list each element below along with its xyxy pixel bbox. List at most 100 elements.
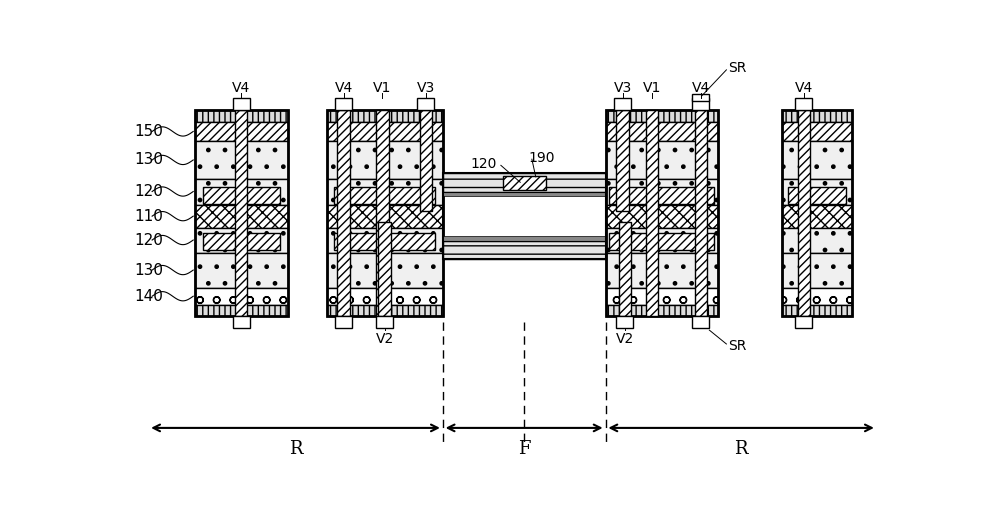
Bar: [326, 288, 443, 305]
Bar: [616, 110, 629, 211]
Bar: [420, 110, 432, 211]
Bar: [606, 288, 718, 305]
Text: 150: 150: [134, 124, 163, 139]
Bar: [337, 110, 350, 316]
Text: V3: V3: [417, 80, 435, 94]
Bar: [692, 316, 709, 328]
Text: V4: V4: [795, 80, 813, 94]
Bar: [326, 205, 443, 228]
Bar: [233, 316, 250, 328]
Bar: [788, 187, 846, 204]
Text: 120: 120: [134, 233, 163, 248]
Bar: [782, 205, 852, 228]
Bar: [195, 179, 288, 205]
Bar: [326, 122, 443, 141]
Bar: [334, 187, 435, 204]
Bar: [782, 288, 852, 305]
Text: 120: 120: [134, 184, 163, 199]
Bar: [606, 253, 718, 288]
Bar: [326, 110, 443, 316]
Bar: [616, 316, 633, 328]
Bar: [195, 305, 288, 316]
Bar: [334, 233, 435, 250]
Text: SR: SR: [728, 61, 746, 75]
Bar: [606, 122, 718, 141]
Bar: [202, 233, 280, 250]
Text: 120: 120: [471, 157, 497, 171]
Bar: [606, 110, 718, 122]
Bar: [692, 98, 709, 110]
Bar: [326, 141, 443, 179]
Bar: [417, 98, 434, 110]
Bar: [443, 236, 606, 241]
Text: 140: 140: [134, 289, 163, 304]
Bar: [614, 98, 631, 110]
Bar: [503, 176, 546, 190]
Text: 110: 110: [134, 209, 163, 224]
Text: 130: 130: [134, 263, 163, 278]
Bar: [695, 110, 707, 316]
Text: R: R: [734, 440, 748, 458]
Bar: [606, 179, 718, 205]
Bar: [795, 316, 812, 328]
Bar: [692, 94, 709, 100]
Bar: [195, 122, 288, 141]
Bar: [443, 241, 606, 260]
Bar: [195, 228, 288, 253]
Bar: [443, 192, 606, 196]
Bar: [606, 110, 718, 316]
Text: V2: V2: [376, 332, 394, 346]
Text: R: R: [289, 440, 302, 458]
Bar: [609, 233, 714, 250]
Text: V4: V4: [232, 80, 250, 94]
Bar: [195, 110, 288, 316]
Bar: [326, 253, 443, 288]
Bar: [782, 122, 852, 141]
Bar: [195, 110, 288, 122]
Bar: [195, 141, 288, 179]
Text: F: F: [518, 440, 530, 458]
Text: SR: SR: [728, 339, 746, 353]
Text: V1: V1: [643, 80, 661, 94]
Text: V4: V4: [334, 80, 353, 94]
Bar: [376, 316, 393, 328]
Bar: [378, 222, 391, 316]
Bar: [443, 173, 606, 192]
Bar: [326, 110, 443, 122]
Bar: [195, 205, 288, 228]
Text: 190: 190: [528, 151, 554, 165]
Bar: [606, 205, 718, 228]
Text: V4: V4: [692, 80, 710, 94]
Bar: [606, 305, 718, 316]
Bar: [609, 187, 714, 204]
Bar: [606, 141, 718, 179]
Bar: [606, 228, 718, 253]
Bar: [195, 253, 288, 288]
Bar: [795, 98, 812, 110]
Bar: [782, 141, 852, 179]
Bar: [376, 110, 388, 316]
Bar: [798, 110, 810, 316]
Bar: [235, 110, 247, 316]
Bar: [326, 305, 443, 316]
Text: V2: V2: [616, 332, 634, 346]
Bar: [782, 110, 852, 316]
Bar: [202, 187, 280, 204]
Bar: [782, 110, 852, 122]
Bar: [335, 316, 352, 328]
Bar: [335, 98, 352, 110]
Bar: [782, 179, 852, 205]
Text: V1: V1: [373, 80, 391, 94]
Bar: [619, 222, 631, 316]
Bar: [443, 173, 606, 260]
Bar: [782, 228, 852, 253]
Bar: [782, 305, 852, 316]
Text: V3: V3: [613, 80, 632, 94]
Bar: [782, 253, 852, 288]
Bar: [233, 98, 250, 110]
Text: 130: 130: [134, 152, 163, 167]
Bar: [326, 228, 443, 253]
Bar: [326, 179, 443, 205]
Bar: [646, 110, 658, 316]
Bar: [195, 288, 288, 305]
